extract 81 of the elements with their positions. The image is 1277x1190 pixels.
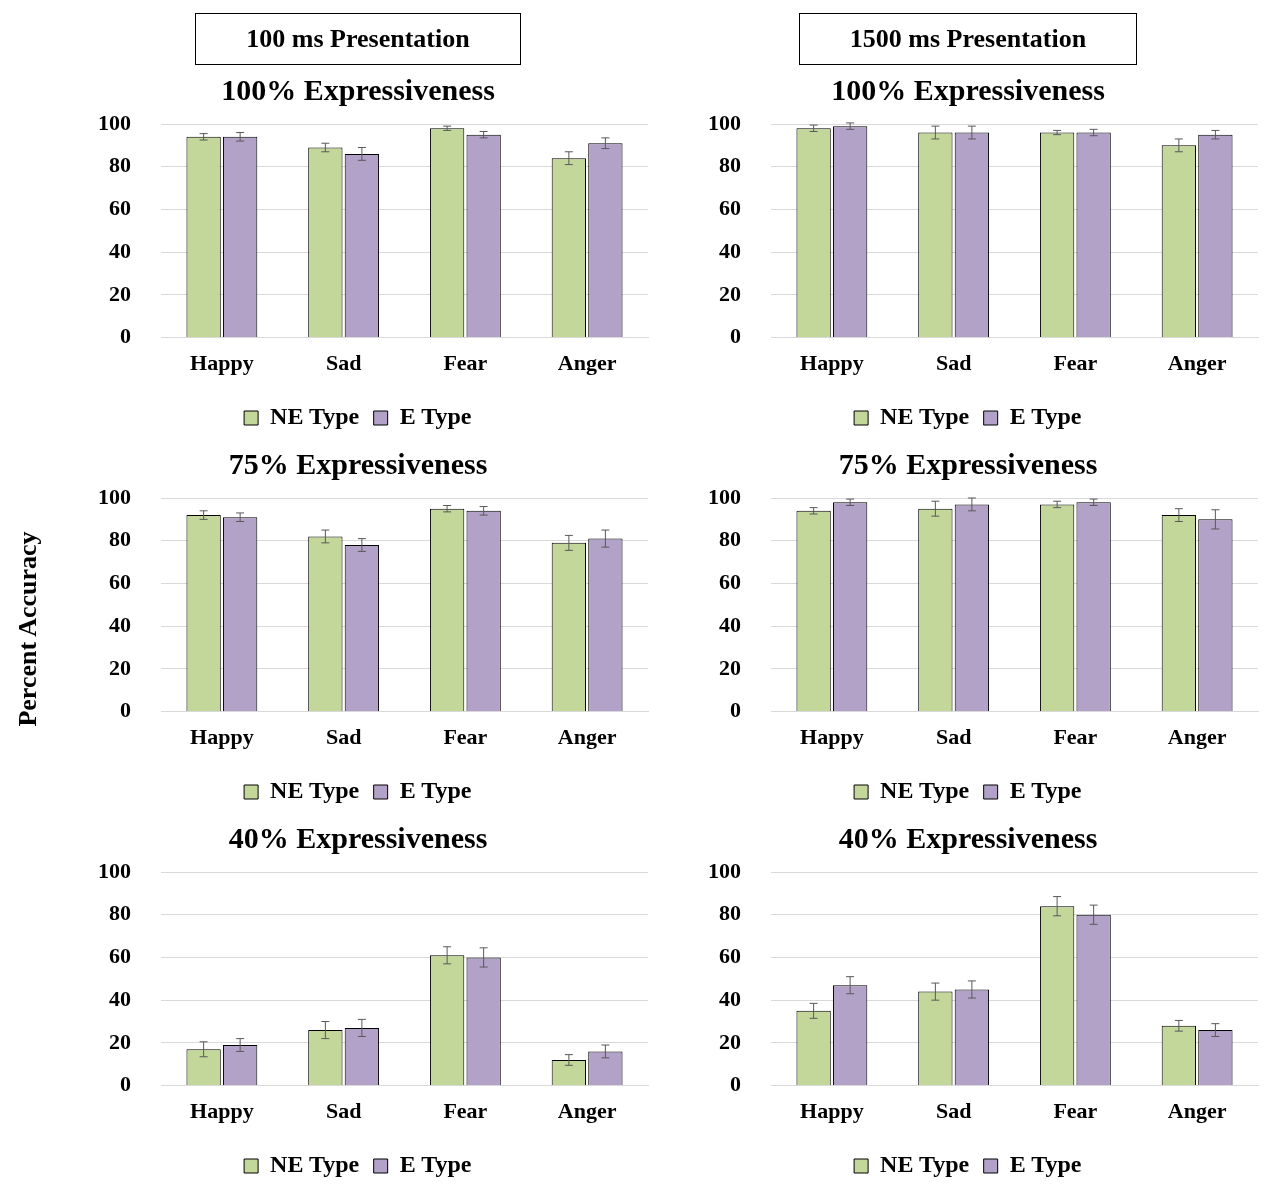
y-tick-label: 40 [109, 611, 131, 637]
y-tick-label: 0 [120, 697, 131, 723]
chart-title: 100% Expressiveness [221, 72, 495, 106]
y-tick-label: 100 [708, 109, 741, 135]
legend-label: NE Type [880, 777, 970, 804]
x-tick-label: Sad [325, 350, 362, 376]
x-tick-label: Fear [443, 724, 488, 750]
y-tick-label: 100 [708, 857, 741, 883]
y-tick-label: 0 [120, 323, 131, 349]
y-tick-label: 80 [719, 526, 741, 552]
y-tick-label: 20 [109, 654, 131, 680]
y-tick-label: 40 [109, 985, 131, 1011]
legend-label: E Type [399, 777, 472, 804]
x-tick-label: Anger [557, 1098, 617, 1124]
x-tick-label: Anger [1167, 724, 1227, 750]
y-tick-label: 20 [719, 1028, 741, 1054]
chart-subtitle: 1500 ms Presentation [798, 13, 1138, 65]
y-tick-label: 60 [719, 943, 741, 969]
y-tick-label: 80 [109, 152, 131, 178]
x-tick-label: Anger [1167, 350, 1227, 376]
x-tick-label: Happy [800, 724, 864, 750]
x-tick-label: Sad [325, 724, 362, 750]
x-tick-label: Fear [443, 1098, 488, 1124]
chart-title: 40% Expressiveness [838, 820, 1098, 854]
y-tick-label: 0 [730, 1071, 741, 1097]
x-tick-label: Fear [1053, 724, 1098, 750]
y-tick-label: 40 [719, 237, 741, 263]
y-tick-label: 40 [719, 611, 741, 637]
y-tick-label: 20 [109, 280, 131, 306]
y-tick-label: 40 [109, 237, 131, 263]
y-tick-label: 0 [120, 1071, 131, 1097]
y-tick-label: 0 [730, 697, 741, 723]
x-tick-label: Happy [800, 350, 864, 376]
y-tick-label: 60 [719, 569, 741, 595]
y-axis-title: Percent Accuracy [13, 531, 43, 727]
legend-label: NE Type [880, 1151, 970, 1178]
y-tick-label: 0 [730, 323, 741, 349]
x-tick-label: Sad [325, 1098, 362, 1124]
y-tick-label: 20 [109, 1028, 131, 1054]
legend-label: E Type [399, 403, 472, 430]
x-tick-label: Sad [935, 1098, 972, 1124]
y-tick-label: 60 [109, 195, 131, 221]
x-tick-label: Anger [1167, 1098, 1227, 1124]
legend-label: NE Type [880, 403, 970, 430]
legend-label: NE Type [270, 1151, 360, 1178]
legend-label: E Type [1009, 1151, 1082, 1178]
y-tick-label: 100 [708, 483, 741, 509]
x-tick-label: Anger [557, 350, 617, 376]
y-tick-label: 80 [109, 900, 131, 926]
legend-label: E Type [1009, 403, 1082, 430]
chart-title: 75% Expressiveness [228, 446, 488, 480]
y-tick-label: 20 [719, 654, 741, 680]
y-tick-label: 100 [98, 483, 131, 509]
x-tick-label: Anger [557, 724, 617, 750]
x-tick-label: Sad [935, 350, 972, 376]
x-tick-label: Fear [1053, 1098, 1098, 1124]
x-tick-label: Happy [190, 1098, 254, 1124]
y-tick-label: 80 [109, 526, 131, 552]
chart-title: 75% Expressiveness [838, 446, 1098, 480]
x-tick-label: Fear [443, 350, 488, 376]
y-tick-label: 60 [719, 195, 741, 221]
y-tick-label: 100 [98, 857, 131, 883]
x-tick-label: Happy [190, 724, 254, 750]
chart-subtitle: 100 ms Presentation [195, 13, 521, 65]
x-tick-label: Sad [935, 724, 972, 750]
chart-title: 40% Expressiveness [228, 820, 488, 854]
legend-label: NE Type [270, 777, 360, 804]
y-tick-label: 100 [98, 109, 131, 135]
x-tick-label: Happy [800, 1098, 864, 1124]
y-tick-label: 60 [109, 569, 131, 595]
y-tick-label: 40 [719, 985, 741, 1011]
x-tick-label: Fear [1053, 350, 1098, 376]
legend-label: NE Type [270, 403, 360, 430]
legend-label: E Type [1009, 777, 1082, 804]
chart-title: 100% Expressiveness [831, 72, 1105, 106]
y-tick-label: 80 [719, 152, 741, 178]
y-tick-label: 60 [109, 943, 131, 969]
legend-label: E Type [399, 1151, 472, 1178]
x-tick-label: Happy [190, 350, 254, 376]
y-tick-label: 80 [719, 900, 741, 926]
y-tick-label: 20 [719, 280, 741, 306]
